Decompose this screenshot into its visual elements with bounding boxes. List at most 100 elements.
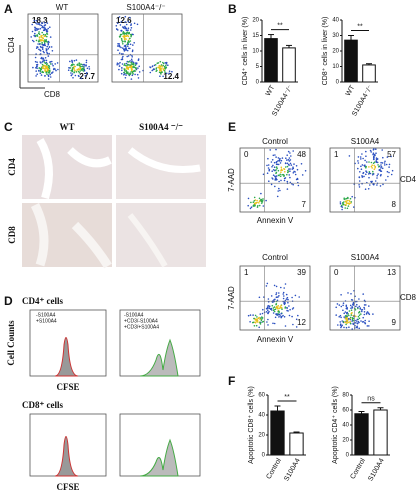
event-dot	[383, 162, 386, 164]
event-dot	[376, 177, 378, 179]
event-dot	[268, 180, 270, 182]
event-dot	[368, 176, 370, 179]
event-dot	[266, 172, 269, 174]
event-dot	[39, 72, 42, 74]
event-dot	[126, 31, 129, 33]
event-dot	[269, 149, 272, 151]
event-dot	[46, 22, 49, 24]
event-dot	[283, 302, 285, 304]
quadrant-value: 0	[244, 150, 249, 159]
event-dot	[267, 167, 270, 169]
error-bar	[293, 431, 300, 433]
event-dot	[36, 63, 39, 66]
event-dot	[365, 170, 367, 172]
event-dot	[80, 68, 83, 71]
event-dot	[279, 189, 281, 192]
event-dot	[128, 74, 131, 76]
event-dot	[373, 156, 375, 158]
event-dot	[275, 148, 277, 151]
event-dot	[349, 318, 352, 321]
event-dot	[356, 303, 358, 306]
event-dot	[268, 168, 271, 171]
event-dot	[372, 313, 374, 315]
event-dot	[153, 64, 156, 67]
event-dot	[274, 154, 276, 156]
event-dot	[35, 39, 38, 42]
event-dot	[382, 156, 384, 159]
event-dot	[35, 67, 37, 69]
event-dot	[36, 73, 38, 75]
event-dot	[384, 160, 386, 163]
event-dot	[350, 293, 352, 295]
event-dot	[390, 173, 393, 176]
event-dot	[128, 64, 130, 66]
event-dot	[340, 294, 342, 296]
event-dot	[273, 310, 276, 313]
quadrant-value: 57	[387, 150, 396, 159]
event-dot	[35, 75, 37, 77]
event-dot	[283, 175, 285, 177]
event-dot	[121, 41, 124, 43]
event-dot	[163, 65, 166, 68]
event-dot	[46, 35, 48, 38]
event-dot	[78, 72, 81, 74]
event-dot	[348, 155, 351, 157]
event-dot	[115, 25, 118, 27]
event-dot	[121, 57, 124, 59]
event-dot	[72, 77, 74, 79]
event-dot	[344, 311, 347, 313]
event-dot	[289, 152, 291, 154]
y-tick-label: 30	[332, 33, 339, 39]
event-dot	[115, 28, 118, 30]
event-dot	[381, 162, 384, 164]
event-dot	[47, 55, 50, 57]
y-tick-label: 80	[342, 393, 349, 399]
event-dot	[42, 26, 45, 29]
event-dot	[118, 44, 120, 47]
event-dot	[129, 72, 131, 75]
event-dot	[79, 63, 81, 66]
event-dot	[289, 308, 291, 311]
event-dot	[260, 202, 263, 204]
event-dot	[270, 161, 273, 163]
event-dot	[159, 75, 161, 77]
event-dot	[247, 204, 249, 207]
event-dot	[262, 173, 265, 176]
event-dot	[160, 67, 162, 70]
event-dot	[274, 169, 276, 172]
event-dot	[291, 315, 293, 318]
event-dot	[121, 67, 123, 69]
event-dot	[71, 59, 73, 62]
event-dot	[361, 321, 364, 323]
event-dot	[342, 309, 344, 312]
event-dot	[378, 166, 380, 168]
event-dot	[272, 322, 274, 325]
event-dot	[280, 169, 283, 171]
event-dot	[54, 63, 56, 65]
event-dot	[274, 316, 277, 319]
event-dot	[44, 62, 47, 65]
event-dot	[43, 64, 45, 67]
event-dot	[48, 70, 51, 73]
event-dot	[356, 318, 359, 321]
y-tick-label: 40	[332, 18, 339, 24]
event-dot	[168, 70, 171, 72]
event-dot	[82, 68, 85, 70]
event-dot	[387, 175, 389, 178]
event-dot	[118, 68, 120, 71]
event-dot	[46, 73, 48, 75]
event-dot	[386, 170, 389, 173]
quadrant-value: 1	[244, 268, 249, 277]
event-dot	[85, 59, 88, 62]
event-dot	[275, 156, 277, 158]
event-dot	[72, 66, 74, 69]
event-dot	[278, 292, 280, 294]
event-dot	[134, 70, 137, 72]
event-dot	[289, 162, 292, 165]
event-dot	[131, 50, 134, 53]
event-dot	[339, 201, 342, 203]
event-dot	[362, 157, 364, 160]
event-dot	[292, 323, 294, 326]
event-dot	[355, 315, 357, 318]
event-dot	[279, 175, 282, 178]
